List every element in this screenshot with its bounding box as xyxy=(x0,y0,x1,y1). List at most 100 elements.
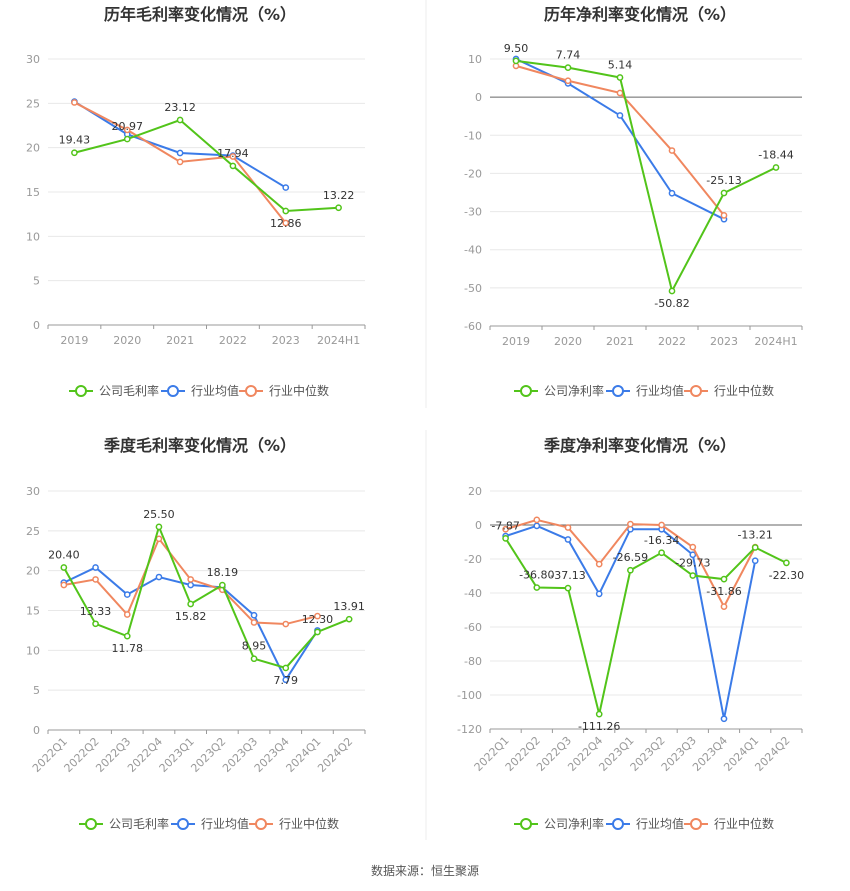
data-point-avg xyxy=(595,590,603,598)
data-point-median xyxy=(229,153,237,160)
data-point-median xyxy=(92,576,99,583)
data-label: 13.22 xyxy=(323,189,355,202)
data-label: -31.86 xyxy=(706,585,741,598)
legend-label: 行业均值 xyxy=(191,383,239,398)
x-tick-label: 2023 xyxy=(710,335,738,348)
data-label: -36.80 xyxy=(519,569,554,582)
data-point-company xyxy=(595,710,603,718)
data-point-avg xyxy=(720,715,728,723)
data-label: -37.13 xyxy=(550,569,585,582)
legend-swatch-marker xyxy=(85,818,97,830)
data-point-company xyxy=(616,74,624,81)
data-point-company xyxy=(314,628,321,636)
legend-label: 行业均值 xyxy=(636,816,684,831)
x-tick-label: 2024H1 xyxy=(754,335,797,348)
legend-label: 行业中位数 xyxy=(269,383,329,398)
y-tick-label: 0 xyxy=(33,319,40,332)
legend-label: 行业中位数 xyxy=(714,383,774,398)
data-point-company xyxy=(689,572,697,579)
legend-label: 公司毛利率 xyxy=(109,816,169,831)
y-tick-label: -20 xyxy=(464,553,482,566)
data-point-median xyxy=(314,612,321,620)
chart-title: 季度毛利率变化情况（%） xyxy=(103,436,296,455)
y-tick-label: 5 xyxy=(33,684,40,697)
data-label: 20.40 xyxy=(48,548,80,561)
data-point-median xyxy=(187,576,194,583)
data-point-avg xyxy=(751,557,759,565)
legend-swatch-marker xyxy=(167,385,179,397)
series-line-median xyxy=(515,64,725,217)
data-label: 17.94 xyxy=(217,147,249,160)
legend-label: 行业均值 xyxy=(636,383,684,398)
data-point-median xyxy=(616,89,624,97)
data-point-company xyxy=(564,64,572,71)
data-point-avg xyxy=(176,149,184,157)
y-tick-label: 10 xyxy=(468,53,482,66)
data-point-median xyxy=(502,525,509,533)
data-label: 12.30 xyxy=(302,613,334,626)
data-point-company xyxy=(60,564,68,571)
y-tick-label: 10 xyxy=(26,644,40,657)
data-point-company xyxy=(720,575,728,583)
y-tick-label: 10 xyxy=(26,230,40,243)
legend-item-avg: 行业均值 xyxy=(161,383,239,398)
legend-item-median: 行业中位数 xyxy=(239,383,329,398)
series-line-avg xyxy=(515,58,725,221)
data-point-median xyxy=(176,158,184,166)
legend-swatch-marker xyxy=(612,385,624,397)
data-point-company xyxy=(282,664,290,672)
series-line-company xyxy=(504,537,787,715)
y-tick-label: -120 xyxy=(457,723,482,736)
data-point-median xyxy=(282,219,290,227)
data-point-company xyxy=(229,162,237,170)
legend-label: 公司净利率 xyxy=(544,816,604,831)
data-point-median xyxy=(627,520,634,528)
data-point-median xyxy=(564,524,572,531)
data-point-company xyxy=(176,116,184,124)
series-line-company xyxy=(62,523,350,670)
data-point-company xyxy=(219,581,226,589)
data-point-avg xyxy=(123,591,131,598)
x-tick-label: 2020 xyxy=(554,335,582,348)
legend-item-company: 公司净利率 xyxy=(514,816,604,831)
y-tick-label: 0 xyxy=(475,91,482,104)
data-point-company xyxy=(512,57,520,65)
data-label: -13.21 xyxy=(737,528,772,541)
data-point-median xyxy=(720,212,728,219)
y-tick-label: 30 xyxy=(26,485,40,498)
data-label: -7.87 xyxy=(491,519,519,532)
legend-item-median: 行业中位数 xyxy=(249,816,339,831)
data-label: 13.33 xyxy=(80,605,112,618)
data-point-company xyxy=(751,544,759,551)
y-tick-label: -50 xyxy=(464,282,482,295)
data-point-company xyxy=(250,655,258,663)
legend-swatch-marker xyxy=(690,818,702,830)
legend-item-median: 行业中位数 xyxy=(684,816,774,831)
data-label: -25.13 xyxy=(706,174,741,187)
chart-legend: 公司净利率 行业均值 行业中位数 xyxy=(514,816,774,831)
chart-panel-1: 历年毛利率变化情况（%） 0 5 10 15 20 25 30 2019 2020 2021 2022… xyxy=(26,5,366,398)
data-label: -16.34 xyxy=(644,534,679,547)
legend-label: 行业中位数 xyxy=(714,816,774,831)
data-label: 7.79 xyxy=(274,674,299,687)
legend-label: 公司毛利率 xyxy=(99,383,159,398)
y-tick-label: -60 xyxy=(464,621,482,634)
data-label: -22.30 xyxy=(769,569,804,582)
legend-label: 公司净利率 xyxy=(544,383,604,398)
data-label: 5.14 xyxy=(608,59,633,72)
legend-swatch-marker xyxy=(520,818,532,830)
chart-title: 历年净利率变化情况（%） xyxy=(544,5,736,24)
legend-swatch-marker xyxy=(612,818,624,830)
data-label: -18.44 xyxy=(758,148,793,161)
legend-swatch-marker xyxy=(255,818,267,830)
chart-title: 季度净利率变化情况（%） xyxy=(543,436,736,455)
y-tick-label: 5 xyxy=(33,275,40,288)
data-point-median xyxy=(123,126,131,134)
data-point-avg xyxy=(564,536,572,543)
x-tick-label: 2021 xyxy=(166,334,194,347)
y-tick-label: -30 xyxy=(464,206,482,219)
data-point-median xyxy=(282,620,290,628)
legend-swatch-marker xyxy=(690,385,702,397)
data-point-company xyxy=(783,559,790,567)
